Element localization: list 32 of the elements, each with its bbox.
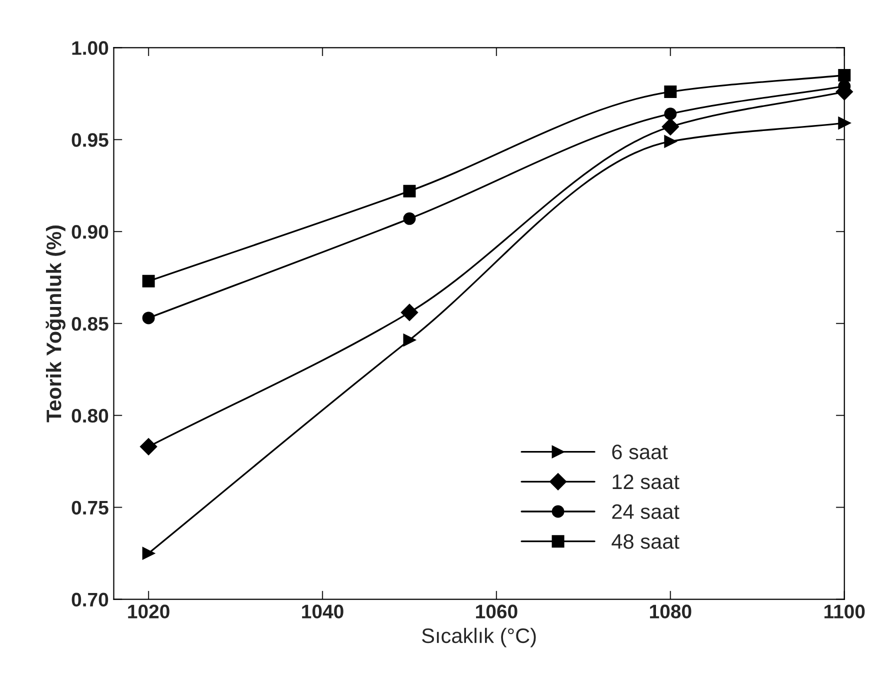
x-tick-label: 1040 — [302, 604, 344, 618]
x-axis-title: Sıcaklık (°C) — [422, 628, 536, 648]
legend-label: 6 saat — [612, 444, 668, 460]
x-tick-label: 1080 — [650, 604, 692, 618]
point — [664, 135, 677, 148]
y-tick-label: 0.75 — [72, 500, 108, 515]
x-tick-label: 1100 — [824, 604, 865, 618]
point — [142, 547, 155, 560]
point — [400, 304, 418, 321]
point — [838, 69, 851, 82]
legend-label: 48 saat — [612, 534, 680, 549]
point — [142, 274, 155, 288]
point — [838, 116, 851, 130]
y-tick-label: 1.00 — [72, 41, 108, 55]
legend-label: 12 saat — [612, 474, 680, 490]
point — [662, 118, 679, 136]
legend-label: 24 saat — [612, 504, 680, 519]
point — [142, 312, 155, 324]
x-tick-label: 1020 — [128, 604, 170, 618]
y-axis-title: Teorik Yoğunluk (%) — [46, 226, 66, 422]
point — [664, 86, 677, 98]
y-tick-label: 0.95 — [72, 133, 108, 147]
y-tick-label: 0.90 — [72, 225, 108, 239]
point — [403, 212, 416, 225]
point — [664, 108, 677, 120]
point — [403, 334, 416, 346]
y-tick-label: 0.80 — [72, 408, 108, 423]
y-tick-label: 0.70 — [72, 592, 108, 607]
x-tick-label: 1060 — [476, 604, 518, 618]
point — [403, 184, 416, 198]
point — [140, 438, 158, 456]
y-tick-label: 0.85 — [72, 316, 108, 331]
